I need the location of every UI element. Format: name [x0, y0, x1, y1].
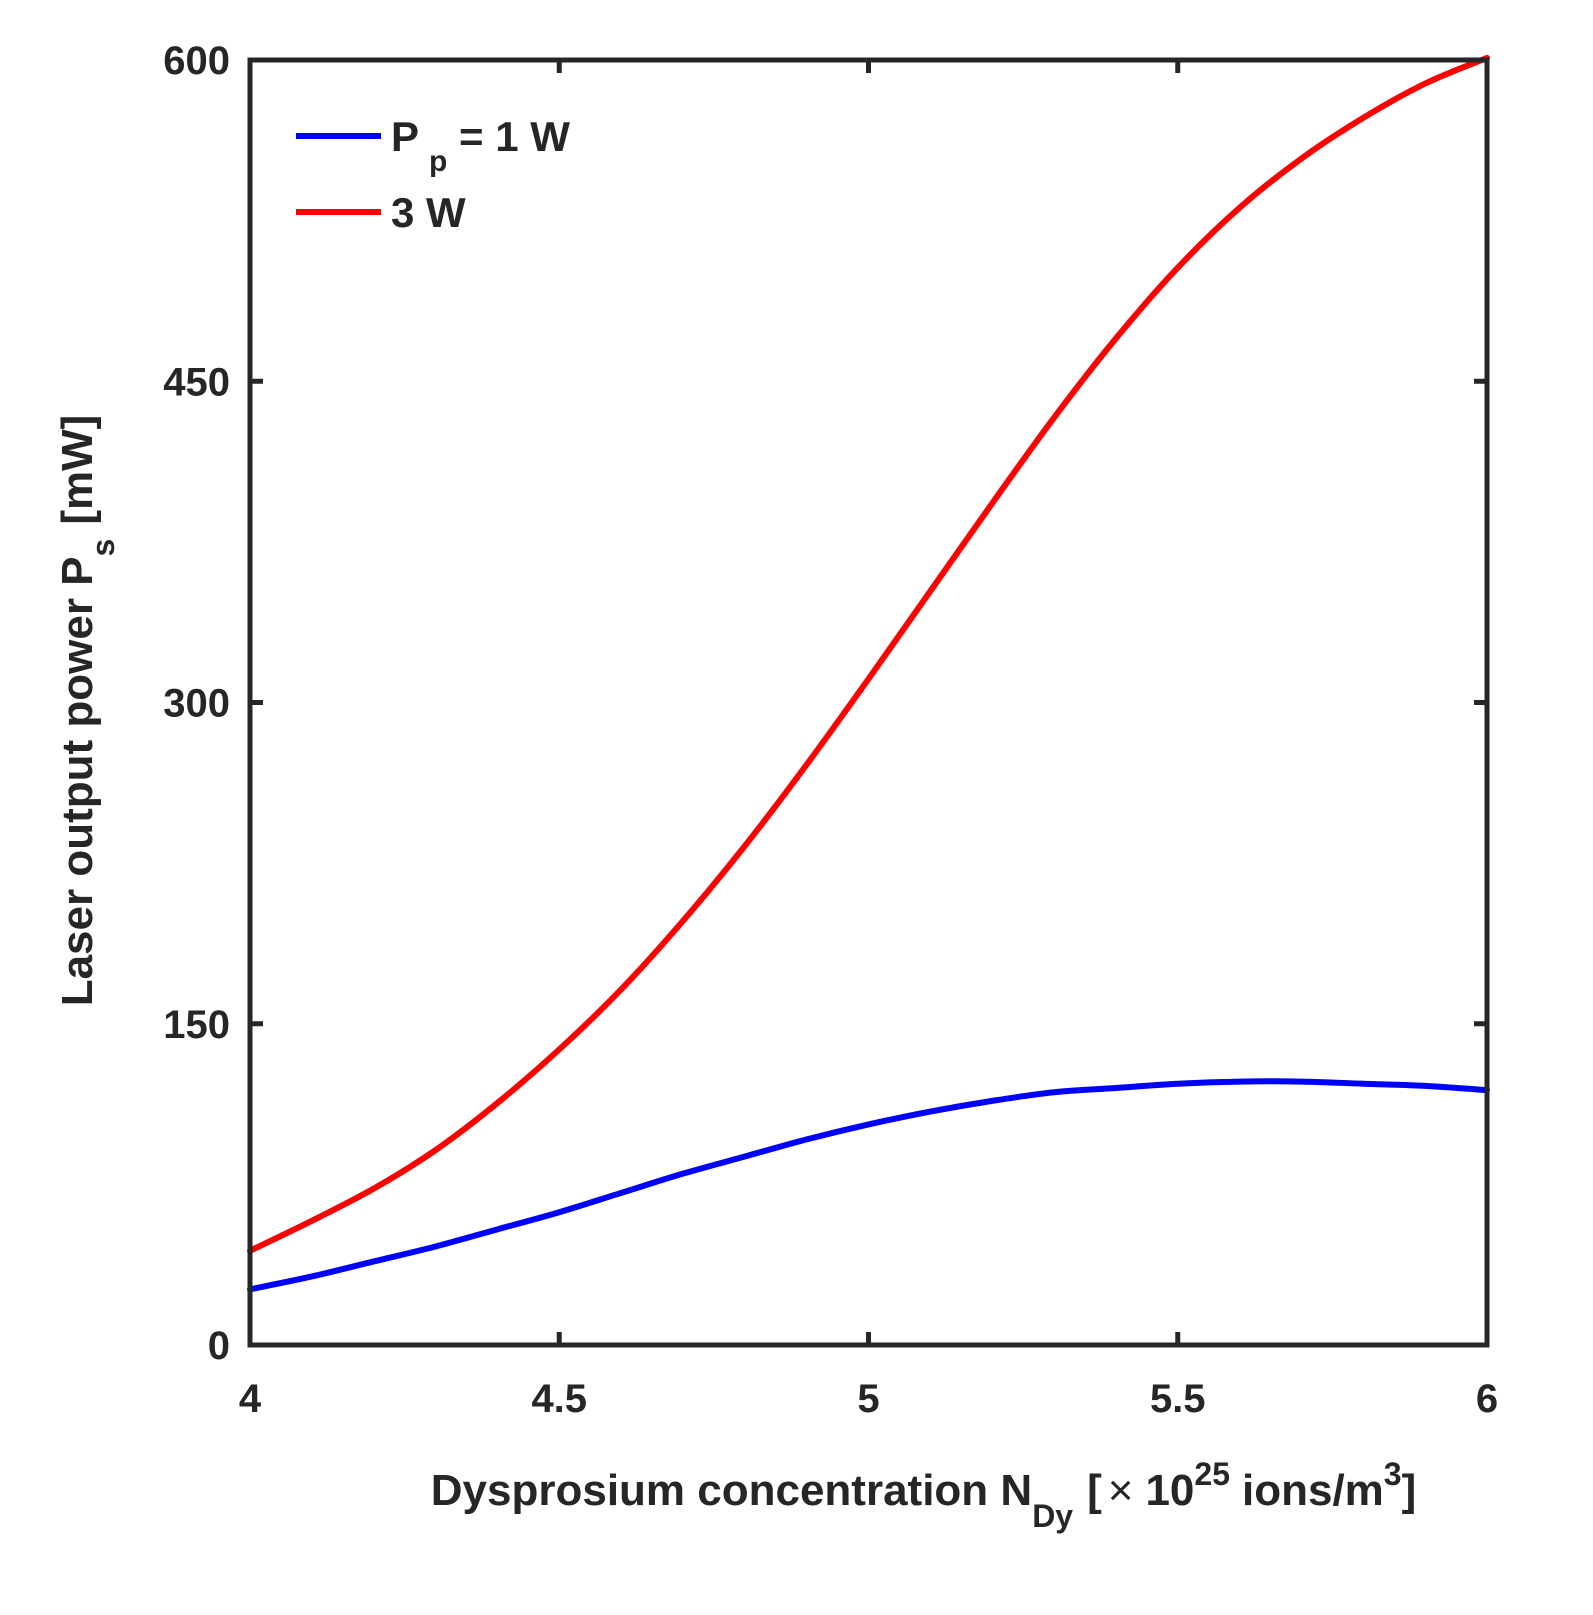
x-axis-label-bracket-close: ]: [1402, 1466, 1417, 1515]
y-tick-label-3: 450: [163, 360, 230, 404]
y-axis-label-main: Laser output power P: [53, 556, 102, 1006]
x-axis-label-exp: 25: [1194, 1456, 1230, 1492]
series-line-2: [247, 54, 1490, 1254]
x-axis-label-ten: 10: [1145, 1466, 1194, 1515]
y-axis-label-units: [mW]: [53, 415, 102, 525]
y-tick-label-0: 0: [208, 1324, 230, 1368]
legend-label-2: 3 W: [391, 189, 466, 236]
series-line-1: [247, 1078, 1490, 1293]
tick-labels-layer: 4 4.5 5 5.5 6 0 150 300 450 600: [163, 39, 1498, 1421]
plot-frame: [247, 57, 1490, 1348]
x-axis-label-bracket-open: [: [1087, 1466, 1102, 1515]
x-axis-label-times: ×: [1108, 1466, 1134, 1515]
x-tick-label-1: 4.5: [531, 1377, 587, 1421]
legend-label-1: Pp = 1 W: [391, 113, 570, 178]
y-tick-label-2: 300: [163, 682, 230, 726]
y-axis-label-sub: s: [85, 539, 121, 557]
x-axis-label-sub: Dy: [1032, 1498, 1073, 1534]
x-axis-label-main: Dysprosium concentration N: [431, 1466, 1032, 1515]
y-axis-label: Laser output power Ps [mW]: [53, 415, 121, 1007]
legend: Pp = 1 W 3 W: [296, 113, 570, 236]
y-tick-label-4: 600: [163, 39, 230, 83]
x-tick-label-3: 5.5: [1150, 1377, 1206, 1421]
x-axis-label-units: ions/m: [1242, 1466, 1384, 1515]
y-tick-label-1: 150: [163, 1003, 230, 1047]
x-tick-label-4: 6: [1476, 1377, 1498, 1421]
x-tick-label-0: 4: [239, 1377, 262, 1421]
series-layer: [247, 54, 1490, 1293]
x-axis-label: Dysprosium concentration NDy [× 1025 ions/m…: [431, 1456, 1417, 1534]
x-tick-label-2: 5: [857, 1377, 879, 1421]
x-axis-label-units-exp: 3: [1384, 1456, 1402, 1492]
